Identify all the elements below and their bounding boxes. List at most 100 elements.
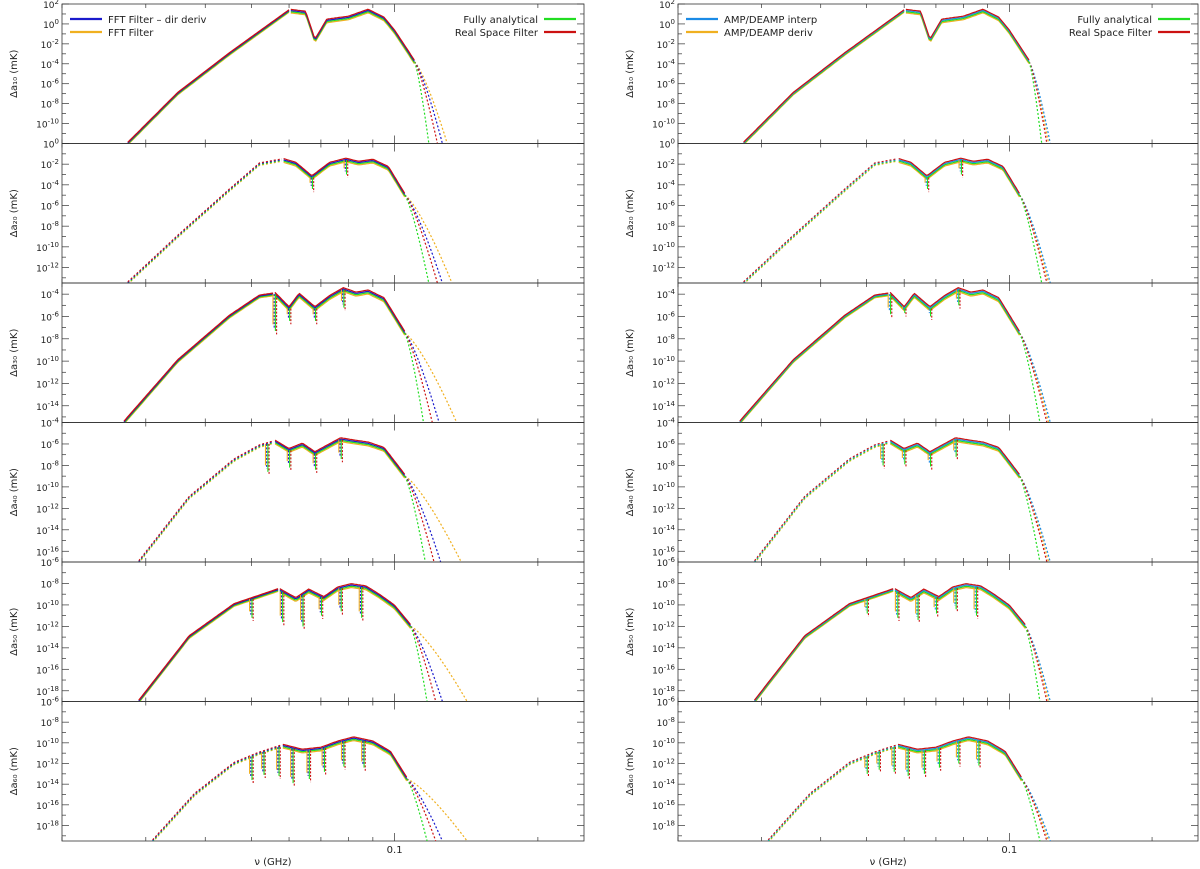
series-rise-real [138, 440, 274, 562]
series-mid-fft [889, 291, 1020, 336]
series-mid-dir [898, 158, 1020, 195]
series-mid-real [898, 157, 1020, 194]
panel-series [743, 8, 1051, 144]
series-rise-real [138, 588, 279, 701]
y-tick-label: 10-12 [36, 758, 59, 771]
y-tick-label: 10-16 [36, 545, 59, 558]
series-rise-real [152, 744, 282, 841]
panel-frame [677, 701, 1199, 842]
y-axis-label: Δa₁₀ (mK) [9, 50, 20, 98]
series-rise-fft [754, 442, 889, 562]
series-tail-analytical [1020, 778, 1041, 841]
series-tail-fft [404, 194, 453, 283]
y-tick-label: 10-6 [41, 556, 60, 569]
y-axis-label: Δa₄₀ (mK) [9, 468, 20, 516]
y-axis-label: Δa₅₀ (mK) [9, 608, 20, 656]
y-tick-label: 10-8 [41, 577, 59, 590]
panel-series [739, 287, 1051, 423]
y-tick-label: 10-10 [36, 241, 59, 254]
y-tick-label: 10-12 [652, 620, 675, 633]
series-mid-fft [889, 441, 1020, 479]
y-tick-label: 10-4 [41, 417, 60, 430]
series-rise-fft [740, 295, 889, 423]
y-tick-label: 10-16 [36, 799, 59, 812]
panel-frame [61, 701, 585, 842]
series-mid-analytical [274, 289, 406, 335]
y-axis-label: Δa₆₀ (mK) [625, 747, 636, 795]
series-rise-real [754, 440, 889, 562]
panel-frame [61, 422, 585, 563]
series-tail-fft [404, 475, 462, 562]
series-mid-dir [279, 584, 411, 627]
series-tail-fft [1018, 194, 1050, 283]
y-tick-label: 10-16 [36, 663, 59, 676]
y-axis-label: Δa₃₀ (mK) [9, 329, 20, 377]
series-mid-real [282, 736, 408, 778]
series-tail-dir [406, 778, 443, 841]
series-rise-dir [739, 293, 889, 423]
panel-right-6: 10-6 10-8 10-10 10-12 10-14 10-16 10-18 Δa₆₀ (m… [625, 696, 1199, 842]
y-tick-label: 10-12 [652, 377, 675, 390]
y-tick-label: 10-6 [657, 696, 676, 709]
y-tick-label: 10-14 [652, 642, 675, 655]
series-rise-dir [127, 159, 282, 283]
series-tail-real [1018, 475, 1048, 562]
series-tail-real [404, 475, 435, 562]
series-rise-analytical [754, 442, 889, 562]
panel-series [138, 437, 462, 562]
series-rise-real [739, 292, 889, 422]
series-mid-fft [894, 586, 1026, 629]
series-mid-real [279, 583, 411, 625]
y-tick-label: 10-14 [36, 778, 59, 791]
series-mid-dir [283, 158, 406, 195]
series-rise-fft [124, 295, 274, 423]
y-tick-label: 10-14 [36, 524, 59, 537]
y-tick-label: 10-10 [36, 355, 59, 368]
panel-series [754, 437, 1051, 562]
y-tick-label: 100 [43, 138, 59, 151]
series-mid-analytical [905, 11, 1030, 63]
series-rise-analytical [138, 442, 274, 562]
y-tick-label: 10-12 [36, 620, 59, 633]
series-mid-real [889, 437, 1020, 475]
panel-left-6: 10-6 10-8 10-10 10-12 10-14 10-16 10-18 Δa₆₀ (m… [9, 696, 585, 842]
series-rise-dir [767, 745, 897, 841]
series-rise-dir [152, 745, 282, 841]
y-tick-label: 10-12 [36, 502, 59, 515]
series-mid-analytical [290, 11, 415, 63]
y-tick-label: 10-6 [41, 200, 60, 213]
y-tick-label: 10-12 [652, 262, 675, 275]
series-rise-analytical [127, 159, 282, 283]
y-tick-label: 10-8 [657, 220, 675, 233]
series-mid-fft [274, 441, 406, 479]
y-tick-label: 10-12 [36, 377, 59, 390]
series-tail-analytical [1018, 332, 1041, 423]
panel-right-5: 10-6 10-8 10-10 10-12 10-14 10-16 10-18 Δa₅₀ (m… [625, 556, 1199, 702]
panel-frame [677, 561, 1199, 702]
y-tick-label: 10-10 [652, 599, 675, 612]
series-tail-fft [413, 61, 448, 144]
y-tick-label: 10-12 [652, 758, 675, 771]
y-tick-label: 10-8 [41, 333, 59, 346]
series-tail-fft [410, 625, 468, 702]
series-mid-dir [889, 288, 1020, 333]
series-tail-analytical [1018, 475, 1041, 562]
series-mid-dir [894, 584, 1026, 627]
y-tick-label: 10-14 [652, 778, 675, 791]
y-tick-label: 10-10 [652, 355, 675, 368]
series-tail-fft [1020, 778, 1050, 841]
series-tail-real [1018, 332, 1048, 423]
series-tail-dir [404, 332, 440, 423]
panel-left-2: 100 10-2 10-4 10-6 10-8 10-10 10-12 Δa₂₀ (mK) [9, 138, 585, 284]
legend-label: Real Space Filter [455, 28, 539, 39]
series-mid-analytical [889, 289, 1020, 335]
y-axis-label: Δa₁₀ (mK) [625, 50, 636, 98]
series-mid-fft [274, 291, 406, 336]
series-tail-real [406, 778, 437, 841]
y-axis-label: Δa₄₀ (mK) [625, 468, 636, 516]
y-tick-label: 10-16 [652, 799, 675, 812]
y-tick-label: 10-6 [657, 438, 676, 451]
series-mid-real [897, 736, 1022, 778]
series-tail-analytical [404, 194, 430, 283]
